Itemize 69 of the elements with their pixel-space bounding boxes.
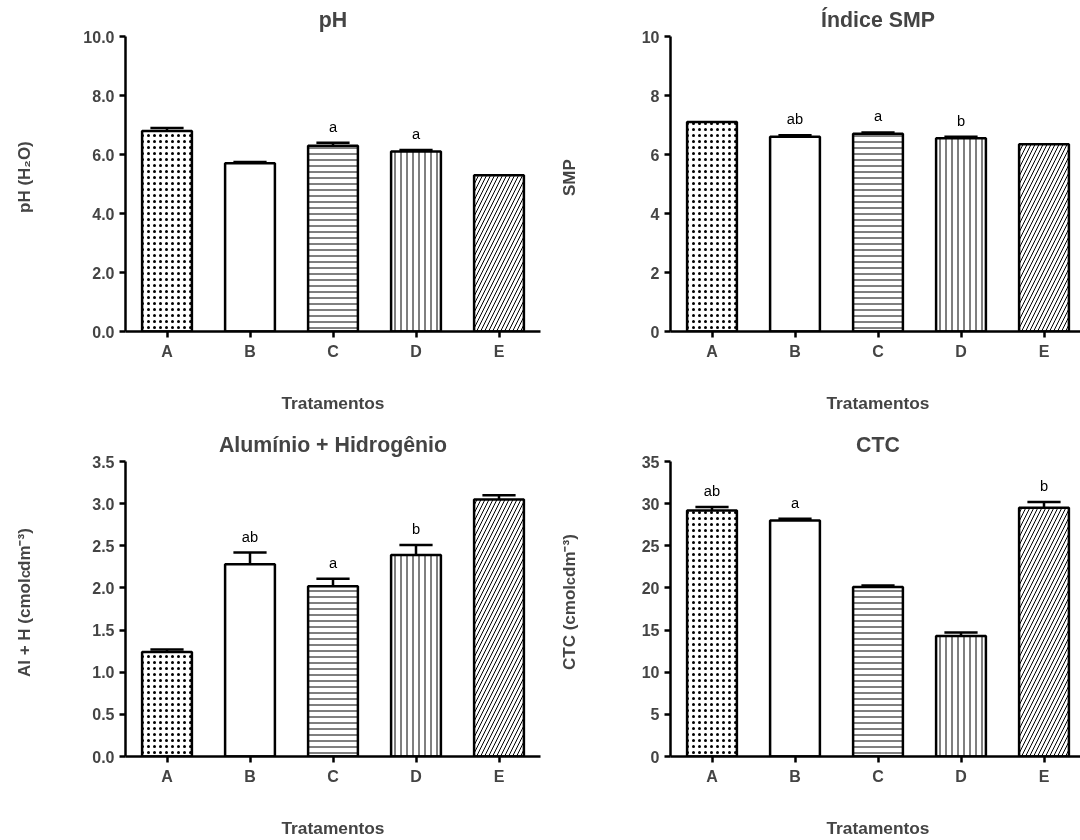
data-label: a	[790, 494, 800, 511]
x-tick-label: E	[1038, 767, 1050, 785]
y-tick-label: 0.0	[92, 323, 115, 341]
data-label: ab	[703, 483, 721, 500]
x-tick-label: A	[161, 342, 174, 360]
y-tick-label: 6	[650, 146, 660, 164]
chart-title: CTC	[856, 432, 900, 457]
x-tick-label: A	[706, 767, 719, 785]
y-tick-label: 30	[641, 495, 660, 513]
y-tick-label: 3.0	[92, 495, 115, 513]
x-tick-label: B	[789, 767, 801, 785]
x-axis-title: Tratamentos	[281, 817, 385, 838]
x-tick-label: A	[161, 767, 174, 785]
y-tick-label: 5	[650, 706, 660, 724]
data-label: a	[411, 126, 421, 143]
y-tick-label: 0.5	[92, 706, 115, 724]
data-label: a	[328, 118, 338, 135]
y-axis-title: pH (H₂O)	[13, 140, 35, 216]
y-tick-label: 2.5	[92, 537, 115, 555]
y-tick-label: 10.0	[83, 28, 115, 46]
x-axis-title: Tratamentos	[281, 392, 385, 413]
data-label: a	[328, 554, 338, 571]
data-label: ab	[786, 111, 804, 128]
x-tick-label: B	[244, 767, 256, 785]
x-tick-label: A	[706, 342, 719, 360]
y-tick-label: 10	[641, 664, 660, 682]
data-label: a	[873, 108, 883, 125]
x-tick-label: C	[872, 767, 885, 785]
chart-title: Índice SMP	[821, 6, 935, 32]
x-tick-label: E	[493, 342, 505, 360]
y-tick-label: 20	[641, 579, 660, 597]
x-axis-title: Tratamentos	[826, 817, 930, 838]
x-tick-label: D	[410, 767, 422, 785]
x-tick-label: E	[1038, 342, 1050, 360]
data-label: b	[1039, 477, 1049, 494]
y-tick-label: 6.0	[92, 146, 115, 164]
x-tick-label: B	[244, 342, 256, 360]
y-tick-label: 2.0	[92, 579, 115, 597]
y-tick-label: 1.0	[92, 664, 115, 682]
x-tick-label: D	[955, 767, 967, 785]
y-tick-label: 0	[650, 323, 660, 341]
y-axis-title: SMP	[558, 158, 580, 198]
x-tick-label: D	[955, 342, 967, 360]
x-tick-label: C	[327, 342, 340, 360]
y-tick-label: 8	[650, 87, 660, 105]
y-tick-label: 4.0	[92, 205, 115, 223]
y-tick-label: 35	[641, 453, 660, 471]
y-tick-label: 8.0	[92, 87, 115, 105]
y-tick-label: 0.0	[92, 748, 115, 766]
chart-title: pH	[318, 7, 348, 32]
y-tick-label: 2.0	[92, 264, 115, 282]
x-tick-label: D	[410, 342, 422, 360]
chart-title: Alumínio + Hidrogênio	[218, 432, 448, 457]
x-tick-label: B	[789, 342, 801, 360]
data-label: b	[956, 112, 966, 129]
x-tick-label: C	[327, 767, 340, 785]
x-axis-title: Tratamentos	[826, 392, 930, 413]
data-label: b	[411, 520, 421, 537]
y-tick-label: 15	[641, 622, 660, 640]
y-tick-label: 1.5	[92, 622, 115, 640]
y-tick-label: 3.5	[92, 453, 115, 471]
x-tick-label: E	[493, 767, 505, 785]
y-tick-label: 25	[641, 537, 660, 555]
y-tick-label: 2	[650, 264, 660, 282]
y-tick-label: 0	[650, 748, 660, 766]
x-tick-label: C	[872, 342, 885, 360]
y-tick-label: 10	[641, 28, 660, 46]
y-tick-label: 4	[650, 205, 660, 223]
data-label: ab	[241, 528, 259, 545]
